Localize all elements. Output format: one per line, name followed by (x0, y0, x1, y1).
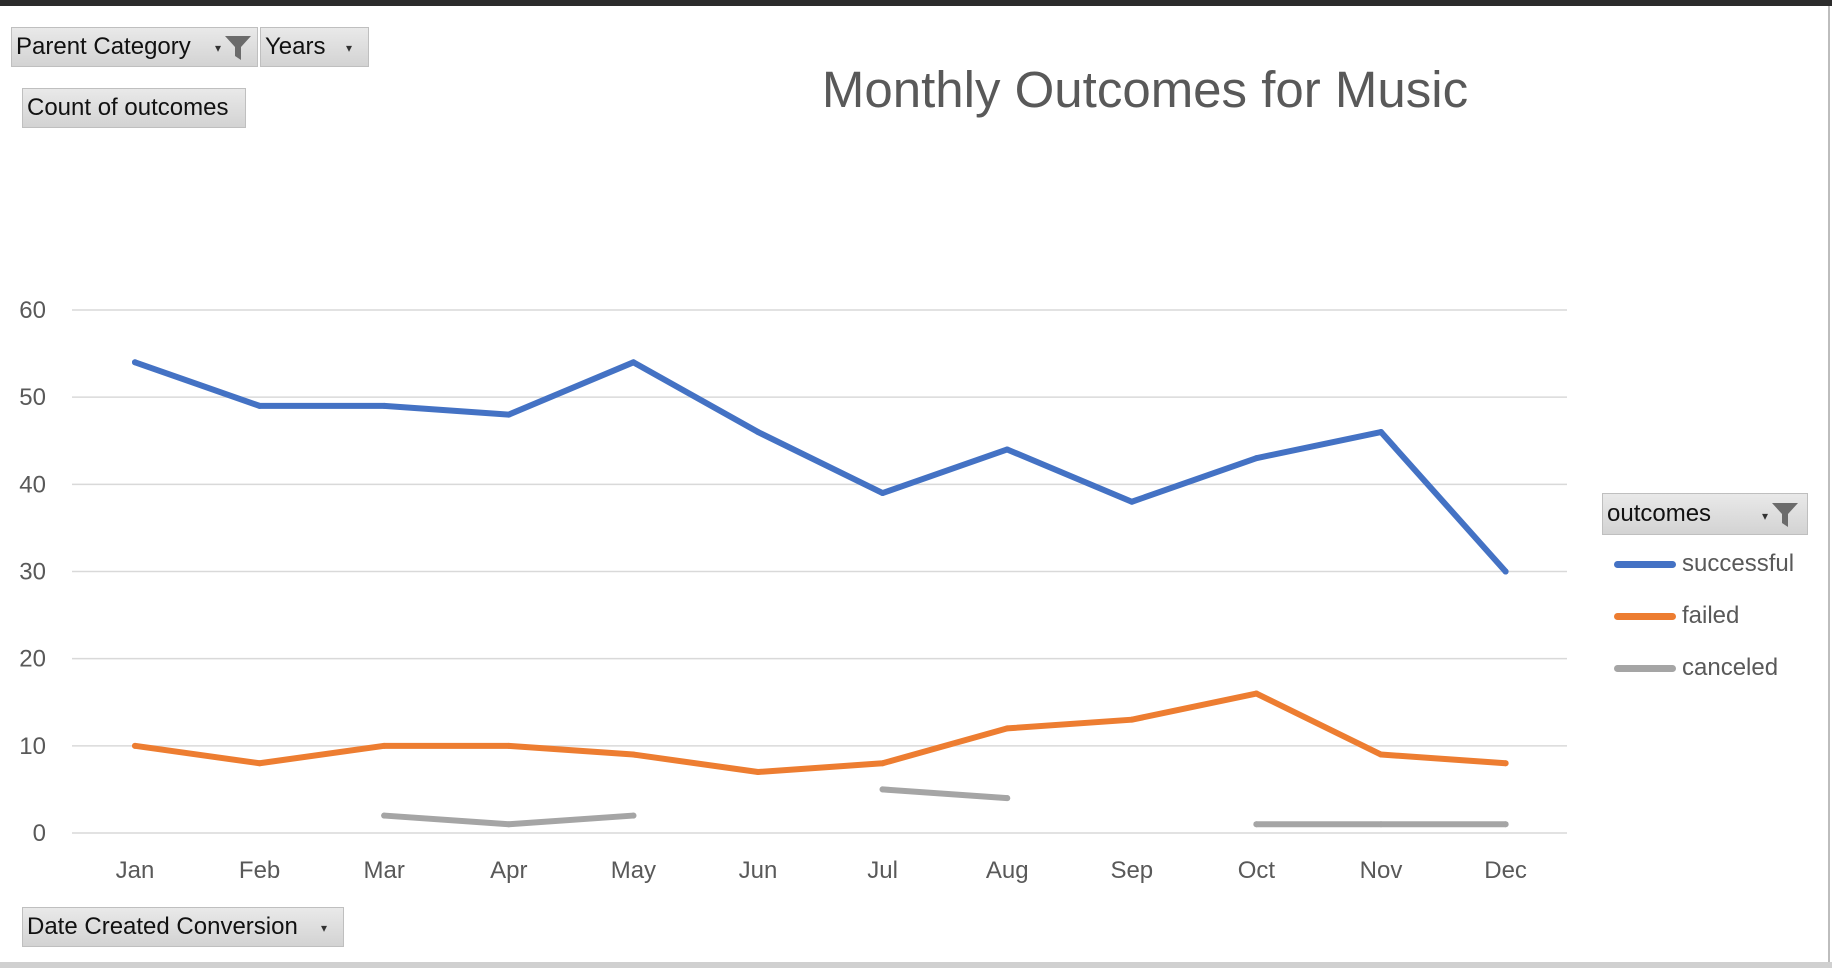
legend-item-canceled[interactable]: canceled (1602, 642, 1808, 694)
series-failed[interactable] (132, 690, 1509, 775)
x-tick-label: Sep (1110, 857, 1153, 884)
x-tick-label: Feb (239, 857, 280, 884)
chevron-down-icon[interactable]: ▾ (1762, 509, 1769, 523)
chart-legend: outcomes ▾ successful failed canceled (1602, 493, 1808, 694)
parent-category-label: Parent Category (16, 33, 191, 60)
legend-item-failed[interactable]: failed (1602, 590, 1808, 642)
chevron-down-icon[interactable]: ▾ (321, 921, 328, 935)
chevron-down-icon[interactable]: ▾ (346, 41, 353, 55)
window-right-border (1828, 6, 1830, 962)
y-tick-label: 20 (19, 646, 46, 673)
x-tick-label: May (611, 857, 656, 884)
legend-item-successful[interactable]: successful (1602, 538, 1808, 590)
series-line-successful[interactable] (132, 359, 1509, 575)
legend-label: failed (1682, 602, 1740, 629)
axis-field-button[interactable]: Date Created Conversion ▾ (22, 907, 344, 947)
series-line-canceled[interactable] (381, 812, 637, 828)
outcomes-filter-button[interactable]: outcomes ▾ (1602, 493, 1808, 535)
legend-swatch (1614, 664, 1676, 672)
x-tick-label: Jan (116, 857, 155, 884)
legend-swatch (1614, 612, 1676, 620)
legend-label: canceled (1682, 654, 1779, 681)
axis-field-label: Date Created Conversion (27, 913, 298, 940)
y-tick-label: 30 (19, 559, 46, 586)
x-tick-label: Mar (364, 857, 405, 884)
window-bottom-border (0, 962, 1832, 968)
series-line-canceled[interactable] (879, 786, 1011, 802)
x-tick-label: Dec (1484, 857, 1527, 884)
window-top-border (0, 0, 1832, 6)
value-field-button[interactable]: Count of outcomes (22, 88, 246, 128)
chevron-down-icon[interactable]: ▾ (215, 41, 222, 55)
value-field-label: Count of outcomes (27, 94, 229, 121)
series-line-failed[interactable] (132, 690, 1509, 775)
legend-label: successful (1682, 550, 1795, 577)
y-tick-label: 40 (19, 471, 46, 498)
filter-icon[interactable] (1771, 502, 1799, 528)
series-canceled[interactable] (381, 786, 1509, 828)
parent-category-filter-button[interactable]: Parent Category ▾ (11, 27, 258, 67)
chart-title: Monthly Outcomes for Music (821, 61, 1469, 118)
series-successful[interactable] (132, 359, 1509, 575)
legend-swatch (1614, 560, 1676, 568)
legend-field-label: outcomes (1607, 500, 1712, 527)
years-label: Years (265, 33, 326, 60)
x-tick-label: Oct (1238, 857, 1276, 884)
x-tick-label: Nov (1360, 857, 1403, 884)
years-filter-button[interactable]: Years ▾ (260, 27, 369, 67)
y-tick-label: 50 (19, 384, 46, 411)
y-tick-label: 60 (19, 297, 46, 324)
x-tick-label: Jun (739, 857, 778, 884)
y-tick-label: 0 (33, 820, 46, 847)
x-tick-label: Aug (986, 857, 1029, 884)
x-tick-label: Jul (867, 857, 898, 884)
y-tick-label: 10 (19, 733, 46, 760)
x-tick-label: Apr (490, 857, 527, 884)
filter-icon[interactable] (224, 35, 252, 61)
